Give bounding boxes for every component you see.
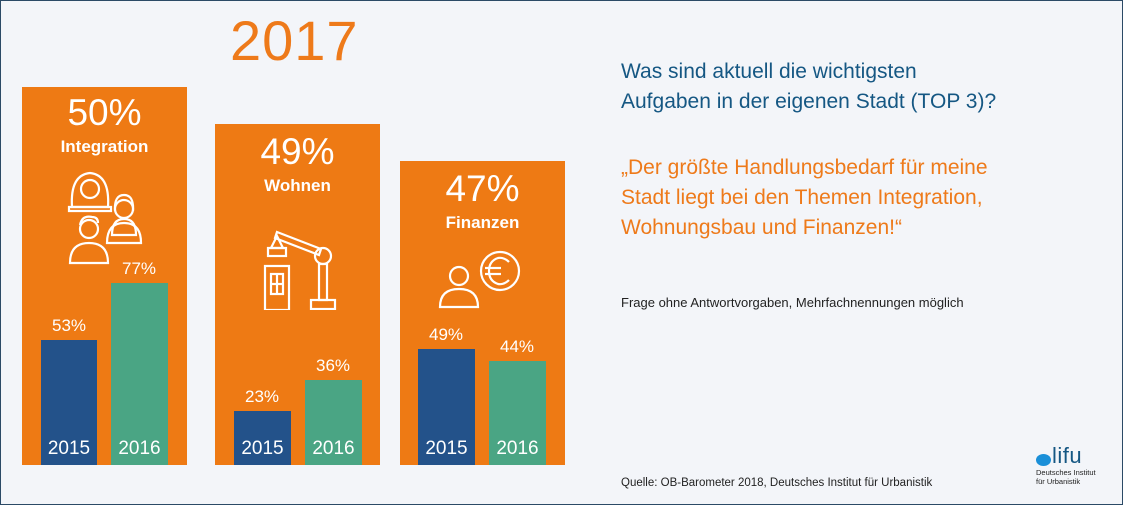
bar-2015: 2015 [234, 410, 291, 465]
survey-question: Was sind aktuell die wichtigsten Aufgabe… [621, 57, 1111, 117]
bar-year-label: 2016 [496, 438, 539, 459]
bar-2015: 2015 [41, 339, 97, 465]
methodology-note: Frage ohne Antwortvorgaben, Mehrfachnenn… [621, 295, 964, 310]
bar-value-2015: 23% [244, 386, 280, 406]
topic-label: Finanzen [445, 213, 520, 232]
bar-value-2015: 49% [428, 325, 464, 345]
question-line: Aufgaben in der eigenen Stadt (TOP 3)? [621, 90, 997, 113]
panel-integration: 50% Integration 2015 53% 2016 77% [22, 87, 187, 465]
bar-value-2016: 77% [121, 259, 157, 279]
headline-percent: 49% [260, 131, 335, 172]
difu-logo: lifu Deutsches Institut für Urbanistik [1036, 443, 1116, 492]
question-line: Was sind aktuell die wichtigsten [621, 60, 917, 83]
logo-dot-icon [1036, 454, 1051, 466]
logo-wordmark: lifu [1052, 443, 1083, 468]
people-icon [67, 171, 143, 265]
bar-year-label: 2015 [241, 438, 284, 459]
logo-subtitle-line: für Urbanistik [1036, 477, 1081, 486]
quote-line: „Der größte Handlungsbedarf für meine [621, 156, 988, 179]
bar-year-label: 2015 [47, 438, 91, 459]
headline-percent: 47% [445, 168, 520, 209]
bar-year-label: 2016 [312, 438, 355, 459]
bar-year-label: 2015 [425, 438, 468, 459]
source-note: Quelle: OB-Barometer 2018, Deutsches Ins… [621, 477, 933, 489]
quote-line: Wohnungsbau und Finanzen!“ [621, 216, 902, 239]
topic-label: Wohnen [264, 176, 331, 195]
logo-subtitle-line: Deutsches Institut [1036, 468, 1096, 477]
bar-value-2016: 44% [499, 337, 535, 357]
topic-label: Integration [60, 137, 149, 156]
crane-building-icon [263, 230, 337, 310]
bar-year-label: 2016 [118, 438, 161, 459]
headline-percent: 50% [67, 92, 142, 133]
bar-2015: 2015 [418, 349, 475, 465]
panel-finanzen: 47% Finanzen 2015 49% 2016 44% [400, 161, 565, 465]
quote-text: „Der größte Handlungsbedarf für meine St… [621, 153, 1116, 243]
year-title: 2017 [230, 9, 359, 72]
bar-2016: 2016 [489, 361, 546, 465]
person-euro-icon [438, 250, 521, 309]
bar-value-2016: 36% [315, 356, 351, 376]
quote-line: Stadt liegt bei den Themen Integration, [621, 186, 983, 209]
bar-2016: 2016 [111, 283, 168, 465]
panel-wohnen: 49% Wohnen 2015 23% 2016 36% [215, 124, 380, 465]
bar-2016: 2016 [305, 380, 362, 465]
bar-value-2015: 53% [51, 315, 87, 335]
logo-subtitle: Deutsches Institut für Urbanistik [1036, 468, 1123, 486]
